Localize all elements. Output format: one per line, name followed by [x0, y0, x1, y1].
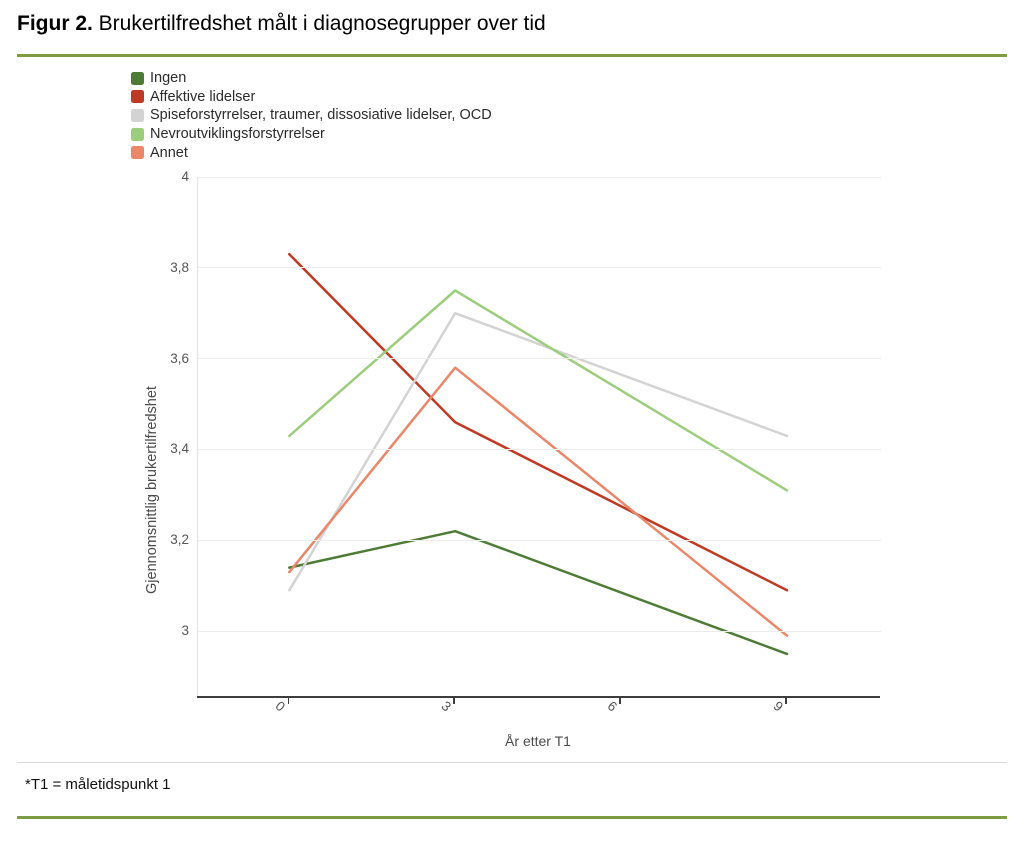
y-tick-label: 3,2: [170, 532, 189, 548]
gridline: [198, 630, 881, 632]
top-accent-rule: [17, 54, 1007, 57]
x-tick: [287, 698, 289, 704]
legend-item-label: Spiseforstyrrelser, traumer, dissosiativ…: [150, 107, 492, 124]
gridline: [198, 176, 881, 178]
gridline: [198, 358, 881, 360]
legend-swatch: [131, 108, 144, 122]
legend-item: Ingen: [131, 69, 492, 88]
figure-title-text: Brukertilfredshet målt i diagnosegrupper…: [92, 12, 546, 35]
legend-item-label: Affektive lidelser: [150, 88, 256, 105]
plot-panel: [197, 176, 881, 697]
legend-item: Nevroutviklingsforstyrrelser: [131, 125, 492, 144]
figure-number: Figur 2.: [17, 12, 93, 35]
legend-item-label: Ingen: [150, 70, 187, 87]
gridline: [198, 267, 881, 269]
gridline: [198, 448, 881, 450]
series-line-3: [288, 289, 789, 492]
series-line-4: [288, 366, 789, 637]
y-tick-label: 3,6: [170, 350, 189, 366]
legend-swatch: [131, 146, 144, 160]
gridline: [198, 539, 881, 541]
legend-item-label: Nevroutviklingsforstyrrelser: [150, 126, 325, 143]
x-tick: [785, 698, 787, 704]
series-line-0: [288, 529, 789, 656]
x-axis-line: [197, 696, 880, 698]
legend-item: Spiseforstyrrelser, traumer, dissosiativ…: [131, 106, 492, 125]
figure-title: Figur 2. Brukertilfredshet målt i diagno…: [17, 12, 546, 36]
chart-legend: Ingen Affektive lidelser Spiseforstyrrelse…: [131, 69, 492, 162]
y-tick-label: 3,8: [170, 259, 189, 275]
legend-item: Annet: [131, 143, 492, 162]
y-axis-title: Gjennomsnittlig brukertilfredshet: [144, 386, 160, 594]
legend-item: Affektive lidelser: [131, 88, 492, 107]
series-line-2: [288, 311, 789, 592]
y-tick-label: 3,4: [170, 441, 189, 457]
legend-item-label: Annet: [150, 144, 188, 161]
legend-swatch: [131, 127, 144, 141]
x-axis-title: År etter T1: [505, 733, 571, 749]
legend-swatch: [131, 90, 144, 104]
legend-swatch: [131, 71, 144, 85]
footnote-divider: [17, 762, 1007, 763]
y-tick-label: 3: [181, 623, 189, 639]
footnote-text: *T1 = måletidspunkt 1: [25, 776, 171, 793]
bottom-accent-rule: [17, 816, 1007, 819]
series-line-1: [288, 252, 789, 592]
x-tick: [453, 698, 455, 704]
x-tick: [619, 698, 621, 704]
line-series-canvas: [288, 252, 789, 656]
y-tick-label: 4: [181, 169, 189, 184]
